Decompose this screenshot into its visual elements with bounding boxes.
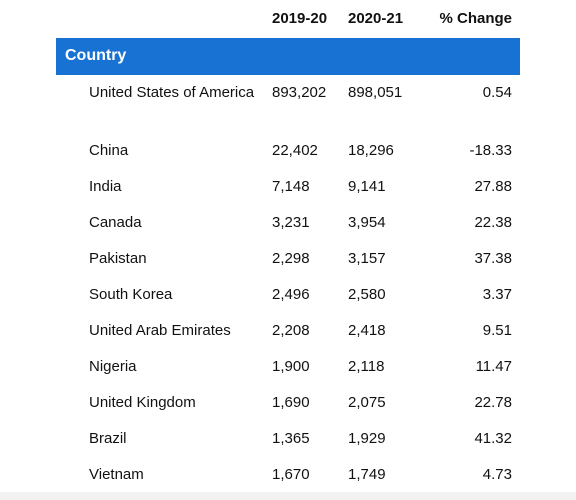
value-2020-21-cell: 2,418 <box>348 322 386 339</box>
percent-change-cell: 27.88 <box>474 178 512 195</box>
country-header-label: Country <box>65 47 127 64</box>
country-cell: Brazil <box>89 430 127 447</box>
value-2020-21-cell: 18,296 <box>348 142 394 159</box>
value-2020-21-cell: 9,141 <box>348 178 386 195</box>
table-row: India 7,148 9,141 27.88 <box>56 177 520 213</box>
country-cell: United Kingdom <box>89 394 196 411</box>
value-2020-21-cell: 3,157 <box>348 250 386 267</box>
table-row: Canada 3,231 3,954 22.38 <box>56 213 520 249</box>
country-cell: India <box>89 178 122 195</box>
table-row: China 22,402 18,296 -18.33 <box>56 141 520 177</box>
value-2020-21-cell: 3,954 <box>348 214 386 231</box>
table-body: United States of America 893,202 898,051… <box>56 83 520 500</box>
table-row: United States of America 893,202 898,051… <box>56 83 520 141</box>
table-row: United Kingdom 1,690 2,075 22.78 <box>56 393 520 429</box>
percent-change-cell: 41.32 <box>474 430 512 447</box>
percent-change-cell: 4.73 <box>482 466 512 483</box>
value-2019-20-cell: 2,298 <box>272 250 310 267</box>
table-header: 2019-20 2020-21 % Change <box>56 0 520 38</box>
column-header-2019-20: 2019-20 <box>272 10 328 27</box>
table-row: South Korea 2,496 2,580 3.37 <box>56 285 520 321</box>
value-2020-21-cell: 898,051 <box>348 84 403 101</box>
table-row: Vietnam 1,670 1,749 4.73 <box>56 465 520 500</box>
country-cell: United States of America <box>89 84 255 101</box>
value-2019-20-cell: 1,900 <box>272 358 310 375</box>
country-cell: Canada <box>89 214 142 231</box>
value-2020-21-cell: 1,929 <box>348 430 386 447</box>
country-cell: South Korea <box>89 286 173 303</box>
country-cell: Nigeria <box>89 358 137 375</box>
table-row: United Arab Emirates 2,208 2,418 9.51 <box>56 321 520 357</box>
value-2020-21-cell: 2,075 <box>348 394 386 411</box>
table-row: Pakistan 2,298 3,157 37.38 <box>56 249 520 285</box>
percent-change-cell: 22.78 <box>474 394 512 411</box>
percent-change-cell: -18.33 <box>469 142 512 159</box>
percent-change-cell: 0.54 <box>482 84 512 101</box>
value-2019-20-cell: 22,402 <box>272 142 318 159</box>
value-2019-20-cell: 2,208 <box>272 322 310 339</box>
country-cell: Vietnam <box>89 466 144 483</box>
country-cell: China <box>89 142 129 159</box>
value-2020-21-cell: 1,749 <box>348 466 386 483</box>
percent-change-cell: 11.47 <box>475 358 512 375</box>
column-header-2020-21: 2020-21 <box>348 10 404 27</box>
percent-change-cell: 22.38 <box>474 214 512 231</box>
value-2019-20-cell: 893,202 <box>272 84 327 101</box>
percent-change-cell: 9.51 <box>482 322 512 339</box>
table-row: Brazil 1,365 1,929 41.32 <box>56 429 520 465</box>
value-2019-20-cell: 1,670 <box>272 466 310 483</box>
value-2019-20-cell: 3,231 <box>272 214 310 231</box>
table-row: Nigeria 1,900 2,118 11.47 <box>56 357 520 393</box>
value-2019-20-cell: 1,365 <box>272 430 310 447</box>
page-bottom-edge <box>0 492 576 500</box>
value-2019-20-cell: 7,148 <box>272 178 310 195</box>
country-cell: Pakistan <box>89 250 147 267</box>
value-2019-20-cell: 2,496 <box>272 286 310 303</box>
percent-change-cell: 37.38 <box>474 250 512 267</box>
country-header-band: Country <box>56 38 520 75</box>
column-header-percent-change: % Change <box>439 10 512 27</box>
country-cell: United Arab Emirates <box>89 322 231 339</box>
value-2020-21-cell: 2,118 <box>348 358 385 375</box>
percent-change-cell: 3.37 <box>482 286 512 303</box>
country-table: 2019-20 2020-21 % Change Country United … <box>56 0 520 500</box>
value-2020-21-cell: 2,580 <box>348 286 386 303</box>
value-2019-20-cell: 1,690 <box>272 394 310 411</box>
